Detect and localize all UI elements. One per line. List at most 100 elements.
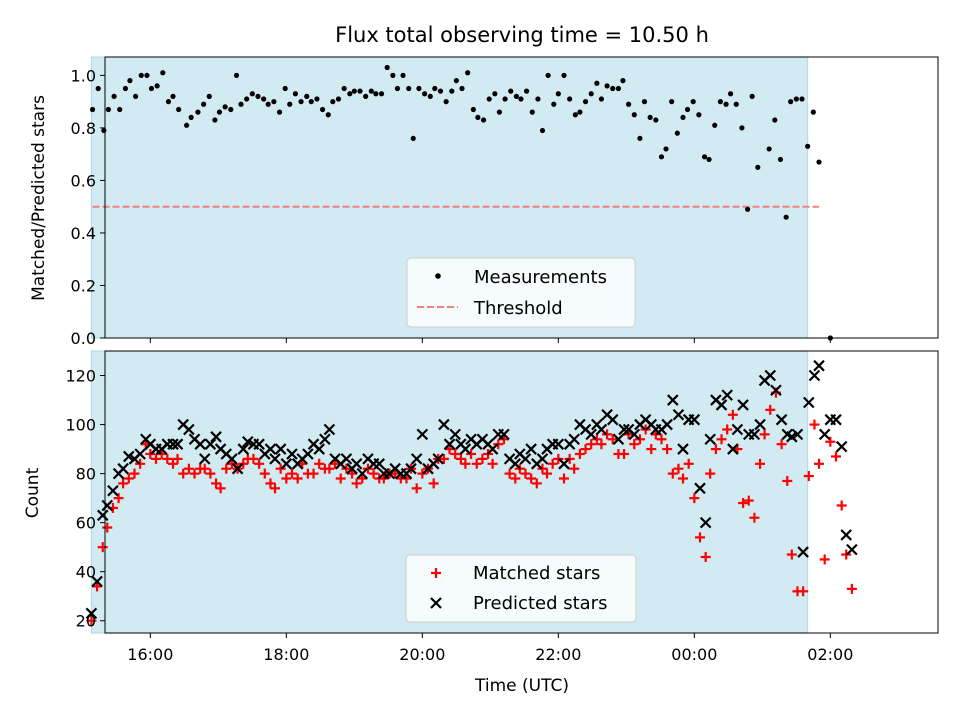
matched-star-point bbox=[172, 453, 183, 464]
predicted-star-point bbox=[835, 440, 848, 453]
matched-star-point bbox=[226, 458, 237, 469]
measurement-point bbox=[341, 85, 347, 92]
matched-star-point bbox=[113, 493, 124, 504]
bottom-legend-box bbox=[405, 554, 637, 623]
predicted-star-point bbox=[628, 428, 641, 441]
matched-star-point bbox=[819, 554, 830, 565]
measurement-point bbox=[518, 96, 524, 102]
predicted-star-point bbox=[791, 428, 804, 441]
predicted-star-point bbox=[459, 443, 472, 455]
predicted-star-point bbox=[568, 433, 580, 446]
measurement-point bbox=[195, 109, 201, 115]
predicted-star-point bbox=[486, 443, 499, 455]
measurement-point bbox=[330, 99, 336, 105]
x-diag-2 bbox=[639, 413, 652, 426]
measurement-point bbox=[427, 93, 433, 99]
x-diag-2 bbox=[595, 423, 608, 436]
x-diag-2 bbox=[416, 428, 429, 441]
x-diag-2 bbox=[459, 443, 472, 455]
measurement-point bbox=[508, 88, 514, 94]
measurement-point bbox=[127, 78, 133, 84]
x-diag-2 bbox=[803, 396, 815, 409]
matched-star-point bbox=[265, 478, 276, 489]
x-diag-2 bbox=[601, 408, 613, 421]
matched-star-point bbox=[248, 453, 259, 464]
x-diag-2 bbox=[323, 423, 336, 436]
measurement-point bbox=[265, 101, 271, 107]
matched-star-point bbox=[281, 473, 292, 484]
predicted-star-point bbox=[253, 438, 265, 450]
matched-star-point bbox=[542, 468, 552, 479]
x-diag-2 bbox=[797, 546, 809, 558]
x-diag-2 bbox=[183, 423, 195, 436]
matched-star-point bbox=[526, 473, 537, 484]
matched-star-point bbox=[846, 583, 857, 594]
predicted-star-point bbox=[237, 443, 250, 455]
measurement-point bbox=[188, 114, 194, 121]
measurement-point bbox=[170, 93, 176, 99]
measurement-point bbox=[292, 91, 298, 97]
measurement-point bbox=[308, 99, 314, 105]
legend-threshold-label: Threshold bbox=[473, 298, 563, 319]
x-diag-2 bbox=[536, 453, 549, 465]
matched-star-point bbox=[580, 444, 591, 455]
measurement-point bbox=[658, 154, 665, 160]
matched-star-point bbox=[92, 581, 103, 592]
measurement-point bbox=[184, 122, 190, 128]
measurement-point bbox=[261, 96, 267, 102]
matched-star-point bbox=[786, 549, 797, 560]
x-diag-2 bbox=[519, 453, 532, 465]
x-diag-2 bbox=[688, 413, 701, 426]
x-diag-2 bbox=[813, 359, 825, 372]
matched-star-point bbox=[662, 444, 673, 455]
measurement-point bbox=[739, 125, 745, 131]
predicted-star-point bbox=[519, 453, 532, 465]
x-diag-2 bbox=[748, 428, 761, 441]
measurement-point bbox=[783, 214, 789, 220]
x-diag-2 bbox=[710, 394, 722, 406]
x-diag-2 bbox=[509, 458, 522, 470]
predicted-star-point bbox=[846, 543, 858, 556]
measurement-point bbox=[117, 106, 123, 113]
x-diag-2 bbox=[210, 431, 222, 443]
measurement-point bbox=[470, 106, 476, 113]
measurement-point bbox=[793, 96, 799, 102]
predicted-star-point bbox=[775, 413, 788, 426]
measurement-point bbox=[228, 106, 234, 113]
measurement-point bbox=[545, 72, 551, 78]
measurement-point bbox=[513, 93, 520, 99]
predicted-star-point bbox=[618, 423, 630, 436]
y-tick-label: 0.6 bbox=[71, 171, 96, 190]
matched-star-point bbox=[450, 448, 461, 459]
measurement-point bbox=[674, 130, 680, 136]
x-diag-2 bbox=[91, 575, 103, 588]
measurement-point bbox=[555, 91, 561, 97]
measurement-point bbox=[684, 106, 691, 113]
measurement-point bbox=[524, 88, 530, 94]
x-diag-2 bbox=[264, 443, 277, 455]
matched-star-point bbox=[689, 493, 700, 504]
matched-star-point bbox=[401, 473, 412, 484]
measurement-point bbox=[95, 85, 101, 92]
matched-star-point bbox=[743, 495, 754, 506]
measurement-point bbox=[351, 88, 357, 94]
measurement-point bbox=[416, 85, 422, 92]
measurement-point bbox=[298, 99, 304, 105]
predicted-star-point bbox=[167, 438, 179, 450]
measurement-point bbox=[363, 93, 369, 99]
matched-star-point bbox=[564, 453, 575, 464]
matched-star-point bbox=[602, 429, 613, 440]
x-diag-2 bbox=[302, 448, 314, 460]
matched-star-point bbox=[135, 458, 146, 469]
predicted-star-point bbox=[748, 428, 761, 441]
predicted-star-point bbox=[171, 438, 184, 450]
measurement-point bbox=[588, 91, 594, 97]
predicted-star-point bbox=[438, 418, 450, 431]
matched-star-point bbox=[700, 551, 711, 562]
matched-star-point bbox=[347, 468, 358, 479]
matched-star-point bbox=[178, 468, 189, 479]
x-diag-2 bbox=[134, 448, 146, 460]
matched-star-point bbox=[102, 522, 113, 533]
measurement-point bbox=[335, 96, 342, 102]
